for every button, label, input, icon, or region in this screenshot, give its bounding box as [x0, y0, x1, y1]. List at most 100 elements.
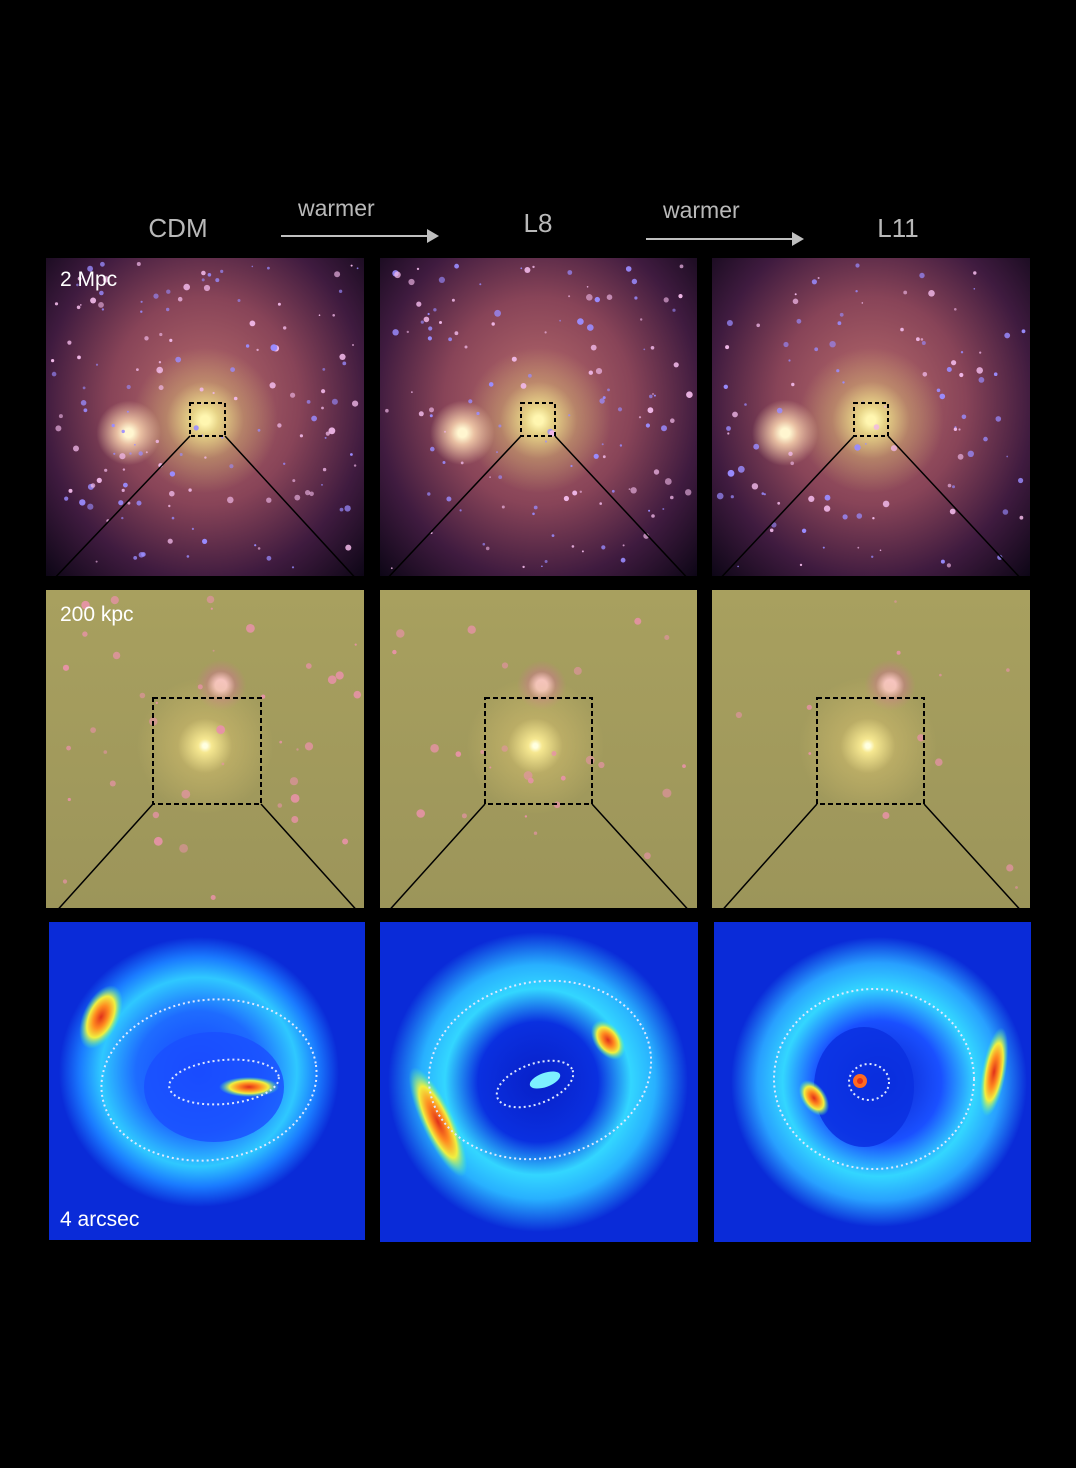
subhalo-dot: [82, 386, 86, 390]
panel-lens-l8: [380, 922, 698, 1242]
subhalo-dot: [197, 684, 203, 690]
subhalo-dot: [873, 424, 880, 430]
subhalo-dot: [345, 544, 352, 551]
subhalo-dot: [763, 493, 766, 496]
subhalo-dot: [861, 302, 864, 304]
subhalo-dot: [266, 555, 272, 561]
subhalo-dot: [118, 500, 124, 506]
subhalo-dot: [808, 752, 812, 755]
subhalo-dot: [95, 363, 99, 366]
subhalo-dot: [511, 356, 517, 362]
subhalo-dot: [416, 267, 420, 271]
column-title-l8: L8: [523, 208, 553, 238]
subhalo-dot: [628, 488, 631, 490]
subhalo-dot: [664, 635, 670, 640]
subhalo-dot: [119, 453, 126, 460]
subhalo-dot: [544, 331, 547, 334]
subhalo-dot: [1006, 864, 1014, 872]
subhalo-dot: [590, 344, 597, 351]
scale-label-200kpc: 200 kpc: [60, 603, 134, 626]
subhalo-dot: [138, 451, 143, 456]
subhalo-dot: [501, 745, 508, 752]
subhalo-dot: [520, 383, 527, 389]
subhalo-dot: [498, 475, 503, 479]
subhalo-dot: [920, 338, 924, 341]
subhalo-dot: [585, 755, 595, 765]
subhalo-dot: [126, 384, 131, 390]
subhalo-dot: [960, 351, 964, 354]
subhalo-dot: [459, 509, 462, 512]
subhalo-dot: [480, 750, 485, 754]
subhalo-dot: [959, 372, 964, 378]
subhalo-dot: [100, 261, 105, 267]
subhalo-dot: [229, 464, 234, 469]
subhalo-dot: [277, 423, 282, 428]
subhalo-dot: [352, 400, 359, 407]
subhalo-dot: [494, 309, 501, 317]
subhalo-dot: [342, 361, 347, 366]
subhalo-dot: [76, 305, 81, 310]
subhalo-dot: [83, 408, 88, 413]
subhalo-dot: [439, 321, 442, 324]
subhalo-dot: [940, 559, 945, 564]
subhalo-dot: [138, 552, 145, 558]
subhalo-dot: [607, 388, 610, 392]
subhalo-dot: [290, 392, 296, 398]
subhalo-dot: [98, 302, 104, 308]
subhalo-dot: [532, 512, 535, 516]
subhalo-dot: [327, 675, 337, 684]
subhalo-dot: [485, 546, 490, 551]
subhalo-dot: [155, 439, 159, 444]
subhalo-dot: [257, 547, 261, 550]
subhalo-dot: [408, 278, 415, 286]
subhalo-dot: [77, 355, 81, 360]
subhalo-dot: [644, 852, 651, 860]
subhalo-dot: [291, 566, 295, 569]
subhalo-dot: [245, 344, 250, 348]
subhalo-dot: [822, 546, 825, 549]
subhalo-dot: [973, 271, 977, 275]
subhalo-dot: [438, 276, 445, 283]
subhalo-dot: [335, 671, 344, 680]
subhalo-dot: [476, 411, 480, 416]
subhalo-dot: [882, 500, 890, 508]
subhalo-dot: [638, 416, 642, 419]
subhalo-dot: [896, 650, 901, 655]
subhalo-dot: [663, 297, 669, 303]
subhalo-dot: [166, 307, 170, 312]
subhalo-dot: [267, 266, 270, 270]
subhalo-dot: [1006, 668, 1010, 672]
subhalo-dot: [598, 761, 605, 769]
subhalo-dot: [799, 563, 803, 567]
subhalo-dot: [617, 407, 623, 412]
subhalo-dot: [541, 565, 543, 568]
subhalo-dot: [479, 283, 482, 286]
subhalo-dot: [322, 467, 327, 472]
subhalo-dot: [186, 555, 190, 558]
subhalo-dot: [882, 812, 890, 819]
subhalo-dot: [919, 272, 925, 279]
subhalo-dot: [524, 815, 528, 818]
panel-lens-cdm: [49, 922, 365, 1240]
subhalo-dot: [900, 327, 904, 332]
panel-2mpc-l11: [712, 258, 1030, 576]
subhalo-dot: [634, 617, 642, 625]
subhalo-dot: [153, 836, 163, 846]
subhalo-dot: [309, 491, 314, 497]
subhalo-dot: [416, 809, 426, 818]
subhalo-dot: [602, 396, 606, 400]
subhalo-dot: [917, 734, 925, 742]
subhalo-dot: [961, 414, 967, 420]
subhalo-dot: [651, 514, 655, 518]
subhalo-dot: [871, 555, 874, 558]
subhalo-dot: [331, 398, 338, 405]
subhalo-dot: [935, 758, 943, 766]
subhalo-dot: [952, 485, 955, 489]
subhalo-dot: [527, 777, 534, 784]
subhalo-dot: [824, 494, 831, 501]
subhalo-dot: [648, 509, 651, 512]
subhalo-dot: [54, 302, 59, 306]
subhalo-dot: [559, 319, 561, 322]
subhalo-dot: [322, 368, 326, 371]
subhalo-dot: [446, 496, 452, 502]
